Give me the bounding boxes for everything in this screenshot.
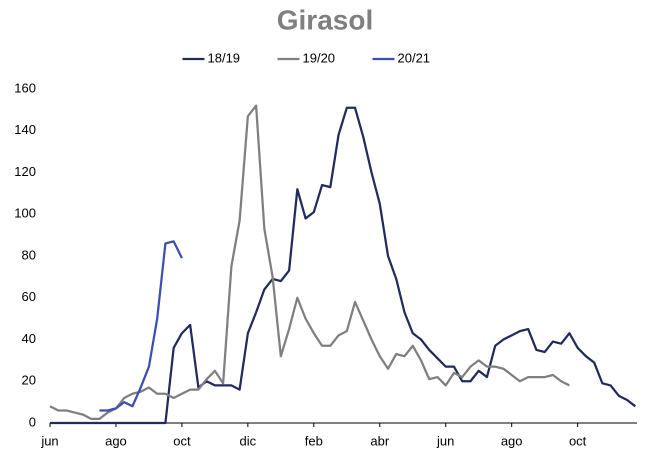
x-tick-label: jun — [436, 433, 454, 448]
y-tick-label: 40 — [22, 331, 36, 346]
y-tick-label: 140 — [14, 122, 36, 137]
y-tick-label: 20 — [22, 373, 36, 388]
series-line — [99, 240, 183, 412]
x-tick-label: abr — [370, 433, 389, 448]
x-tick-label: oct — [173, 433, 191, 448]
series-line — [50, 106, 637, 425]
y-tick-label: 100 — [14, 206, 36, 221]
x-tick-label: oct — [569, 433, 587, 448]
y-tick-label: 0 — [29, 414, 36, 429]
x-tick-label: dic — [240, 433, 257, 448]
legend-label: 18/19 — [208, 50, 241, 65]
y-tick-label: 80 — [22, 247, 36, 262]
x-tick-label: jun — [40, 433, 58, 448]
legend-label: 19/20 — [303, 50, 336, 65]
y-tick-label: 160 — [14, 80, 36, 95]
x-tick-label: ago — [501, 433, 523, 448]
x-tick-label: feb — [305, 433, 323, 448]
legend-label: 20/21 — [398, 50, 431, 65]
chart-title: Girasol — [277, 4, 373, 35]
x-tick-label: ago — [105, 433, 127, 448]
y-tick-label: 120 — [14, 164, 36, 179]
series-line — [49, 104, 570, 420]
y-tick-label: 60 — [22, 289, 36, 304]
